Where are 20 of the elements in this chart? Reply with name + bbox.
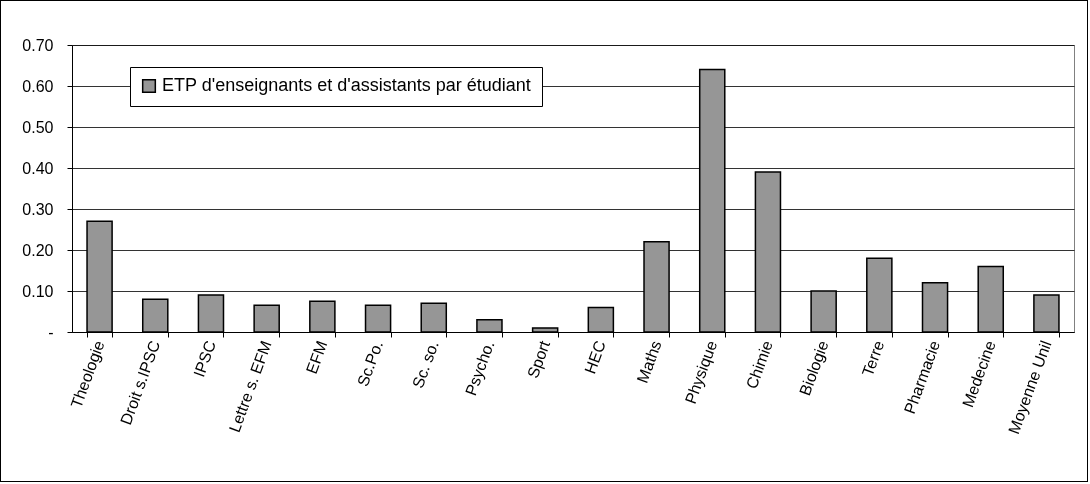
x-tick-label: IPSC <box>190 338 219 380</box>
x-tick-label: Sc. so. <box>409 338 442 391</box>
x-tick-label: Chimie <box>742 338 776 392</box>
y-tick-label: 0.50 <box>22 118 54 136</box>
x-tick-label: Terre <box>858 338 888 379</box>
legend-label: ETP d'enseignants et d'assistants par étudiant <box>162 75 531 95</box>
x-tick-label: Lettre s. EFM <box>225 338 275 435</box>
y-tick-label: 0.10 <box>22 282 54 300</box>
x-tick-label: HEC <box>581 338 609 376</box>
x-tick-label: Maths <box>633 338 665 386</box>
x-tick-label: Droit s.IPSC <box>117 338 164 427</box>
y-tick-label: 0.30 <box>22 200 54 218</box>
y-tick-label: 0.20 <box>22 241 54 259</box>
x-tick-label: EFM <box>302 338 331 376</box>
x-tick-label: Sport <box>524 337 554 381</box>
y-tick-label: 0.60 <box>22 77 54 95</box>
x-tick-label: Sc.Po. <box>353 338 387 389</box>
y-tick-label: 0.40 <box>22 159 54 177</box>
y-tick-label: 0.70 <box>22 36 54 54</box>
y-tick-label: - <box>48 323 54 341</box>
